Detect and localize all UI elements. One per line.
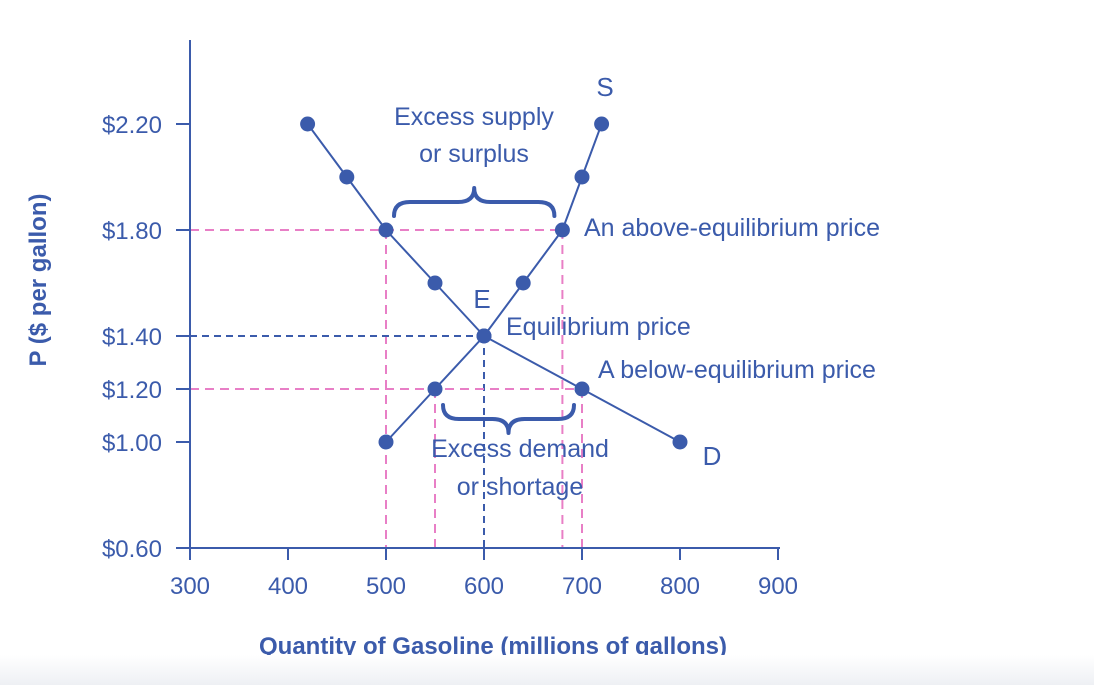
point-S-500	[378, 434, 394, 450]
y-axis-title: P ($ per gallon)	[25, 194, 52, 367]
shortage-label-line1: Excess demand	[431, 435, 609, 463]
y-tick-label-0.6: $0.60	[102, 536, 162, 563]
supply-curve-label: S	[596, 72, 613, 102]
shortage-label-line2: or shortage	[457, 473, 583, 501]
demand-curve-label: D	[703, 441, 722, 471]
tick-labels: 300 400 500 600 700 800 900 $0.60 $1.00 $1.20 $1.4…	[102, 112, 798, 600]
bottom-fade	[0, 655, 1094, 685]
point-D-550	[427, 275, 443, 291]
brace-surplus	[392, 186, 557, 218]
point-S-640	[515, 275, 531, 291]
point-S-720	[594, 116, 610, 132]
below-equilibrium-label: A below-equilibrium price	[598, 356, 876, 384]
point-D-800	[672, 434, 688, 450]
x-tick-label-900: 900	[758, 573, 798, 600]
axes	[176, 40, 780, 560]
point-S-600	[476, 328, 492, 344]
equilibrium-point-label: E	[473, 284, 490, 314]
curve-D	[306, 123, 681, 443]
x-tick-label-600: 600	[464, 573, 504, 600]
x-tick-label-700: 700	[562, 573, 602, 600]
above-equilibrium-label: An above-equilibrium price	[584, 214, 880, 242]
y-tick-label-1.2: $1.20	[102, 377, 162, 404]
x-tick-label-500: 500	[366, 573, 406, 600]
braces	[392, 186, 576, 435]
y-tick-label-2.2: $2.20	[102, 112, 162, 139]
y-tick-label-1.4: $1.40	[102, 324, 162, 351]
curve-S	[385, 123, 603, 443]
surplus-label-line2: or surplus	[419, 140, 529, 168]
data-points	[300, 116, 688, 450]
point-D-460	[339, 169, 355, 185]
surplus-label-line1: Excess supply	[394, 103, 554, 131]
point-D-700	[574, 381, 590, 397]
y-tick-label-1: $1.00	[102, 430, 162, 457]
point-S-550	[427, 381, 443, 397]
curves	[306, 123, 681, 443]
x-tick-label-400: 400	[268, 573, 308, 600]
point-S-680	[554, 222, 570, 238]
x-tick-label-800: 800	[660, 573, 700, 600]
point-D-500	[378, 222, 394, 238]
point-D-420	[300, 116, 316, 132]
reference-lines	[190, 229, 583, 548]
equilibrium-price-label: Equilibrium price	[506, 313, 691, 341]
x-tick-label-300: 300	[170, 573, 210, 600]
brace-shortage	[441, 403, 576, 435]
point-S-700	[574, 169, 590, 185]
y-tick-label-1.8: $1.80	[102, 218, 162, 245]
